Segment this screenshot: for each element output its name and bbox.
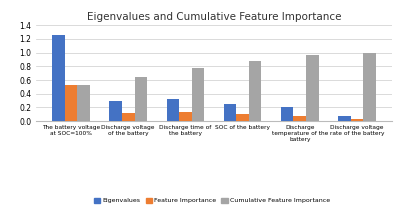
- Bar: [351, 119, 363, 121]
- Bar: [236, 114, 249, 121]
- Bar: [77, 85, 90, 121]
- Bar: [294, 116, 306, 121]
- Bar: [306, 55, 319, 121]
- Bar: [192, 68, 204, 121]
- Bar: [249, 61, 262, 121]
- Bar: [109, 101, 122, 121]
- Bar: [166, 99, 179, 121]
- Bar: [281, 107, 294, 121]
- Bar: [52, 35, 65, 121]
- Title: Eigenvalues and Cumulative Feature Importance: Eigenvalues and Cumulative Feature Impor…: [87, 11, 341, 22]
- Legend: Eigenvalues, Feature Importance, Cumulative Feature Importance: Eigenvalues, Feature Importance, Cumulat…: [91, 195, 333, 206]
- Bar: [338, 116, 351, 121]
- Bar: [122, 113, 134, 121]
- Bar: [65, 85, 77, 121]
- Bar: [224, 104, 236, 121]
- Bar: [179, 112, 192, 121]
- Bar: [134, 76, 147, 121]
- Bar: [363, 52, 376, 121]
